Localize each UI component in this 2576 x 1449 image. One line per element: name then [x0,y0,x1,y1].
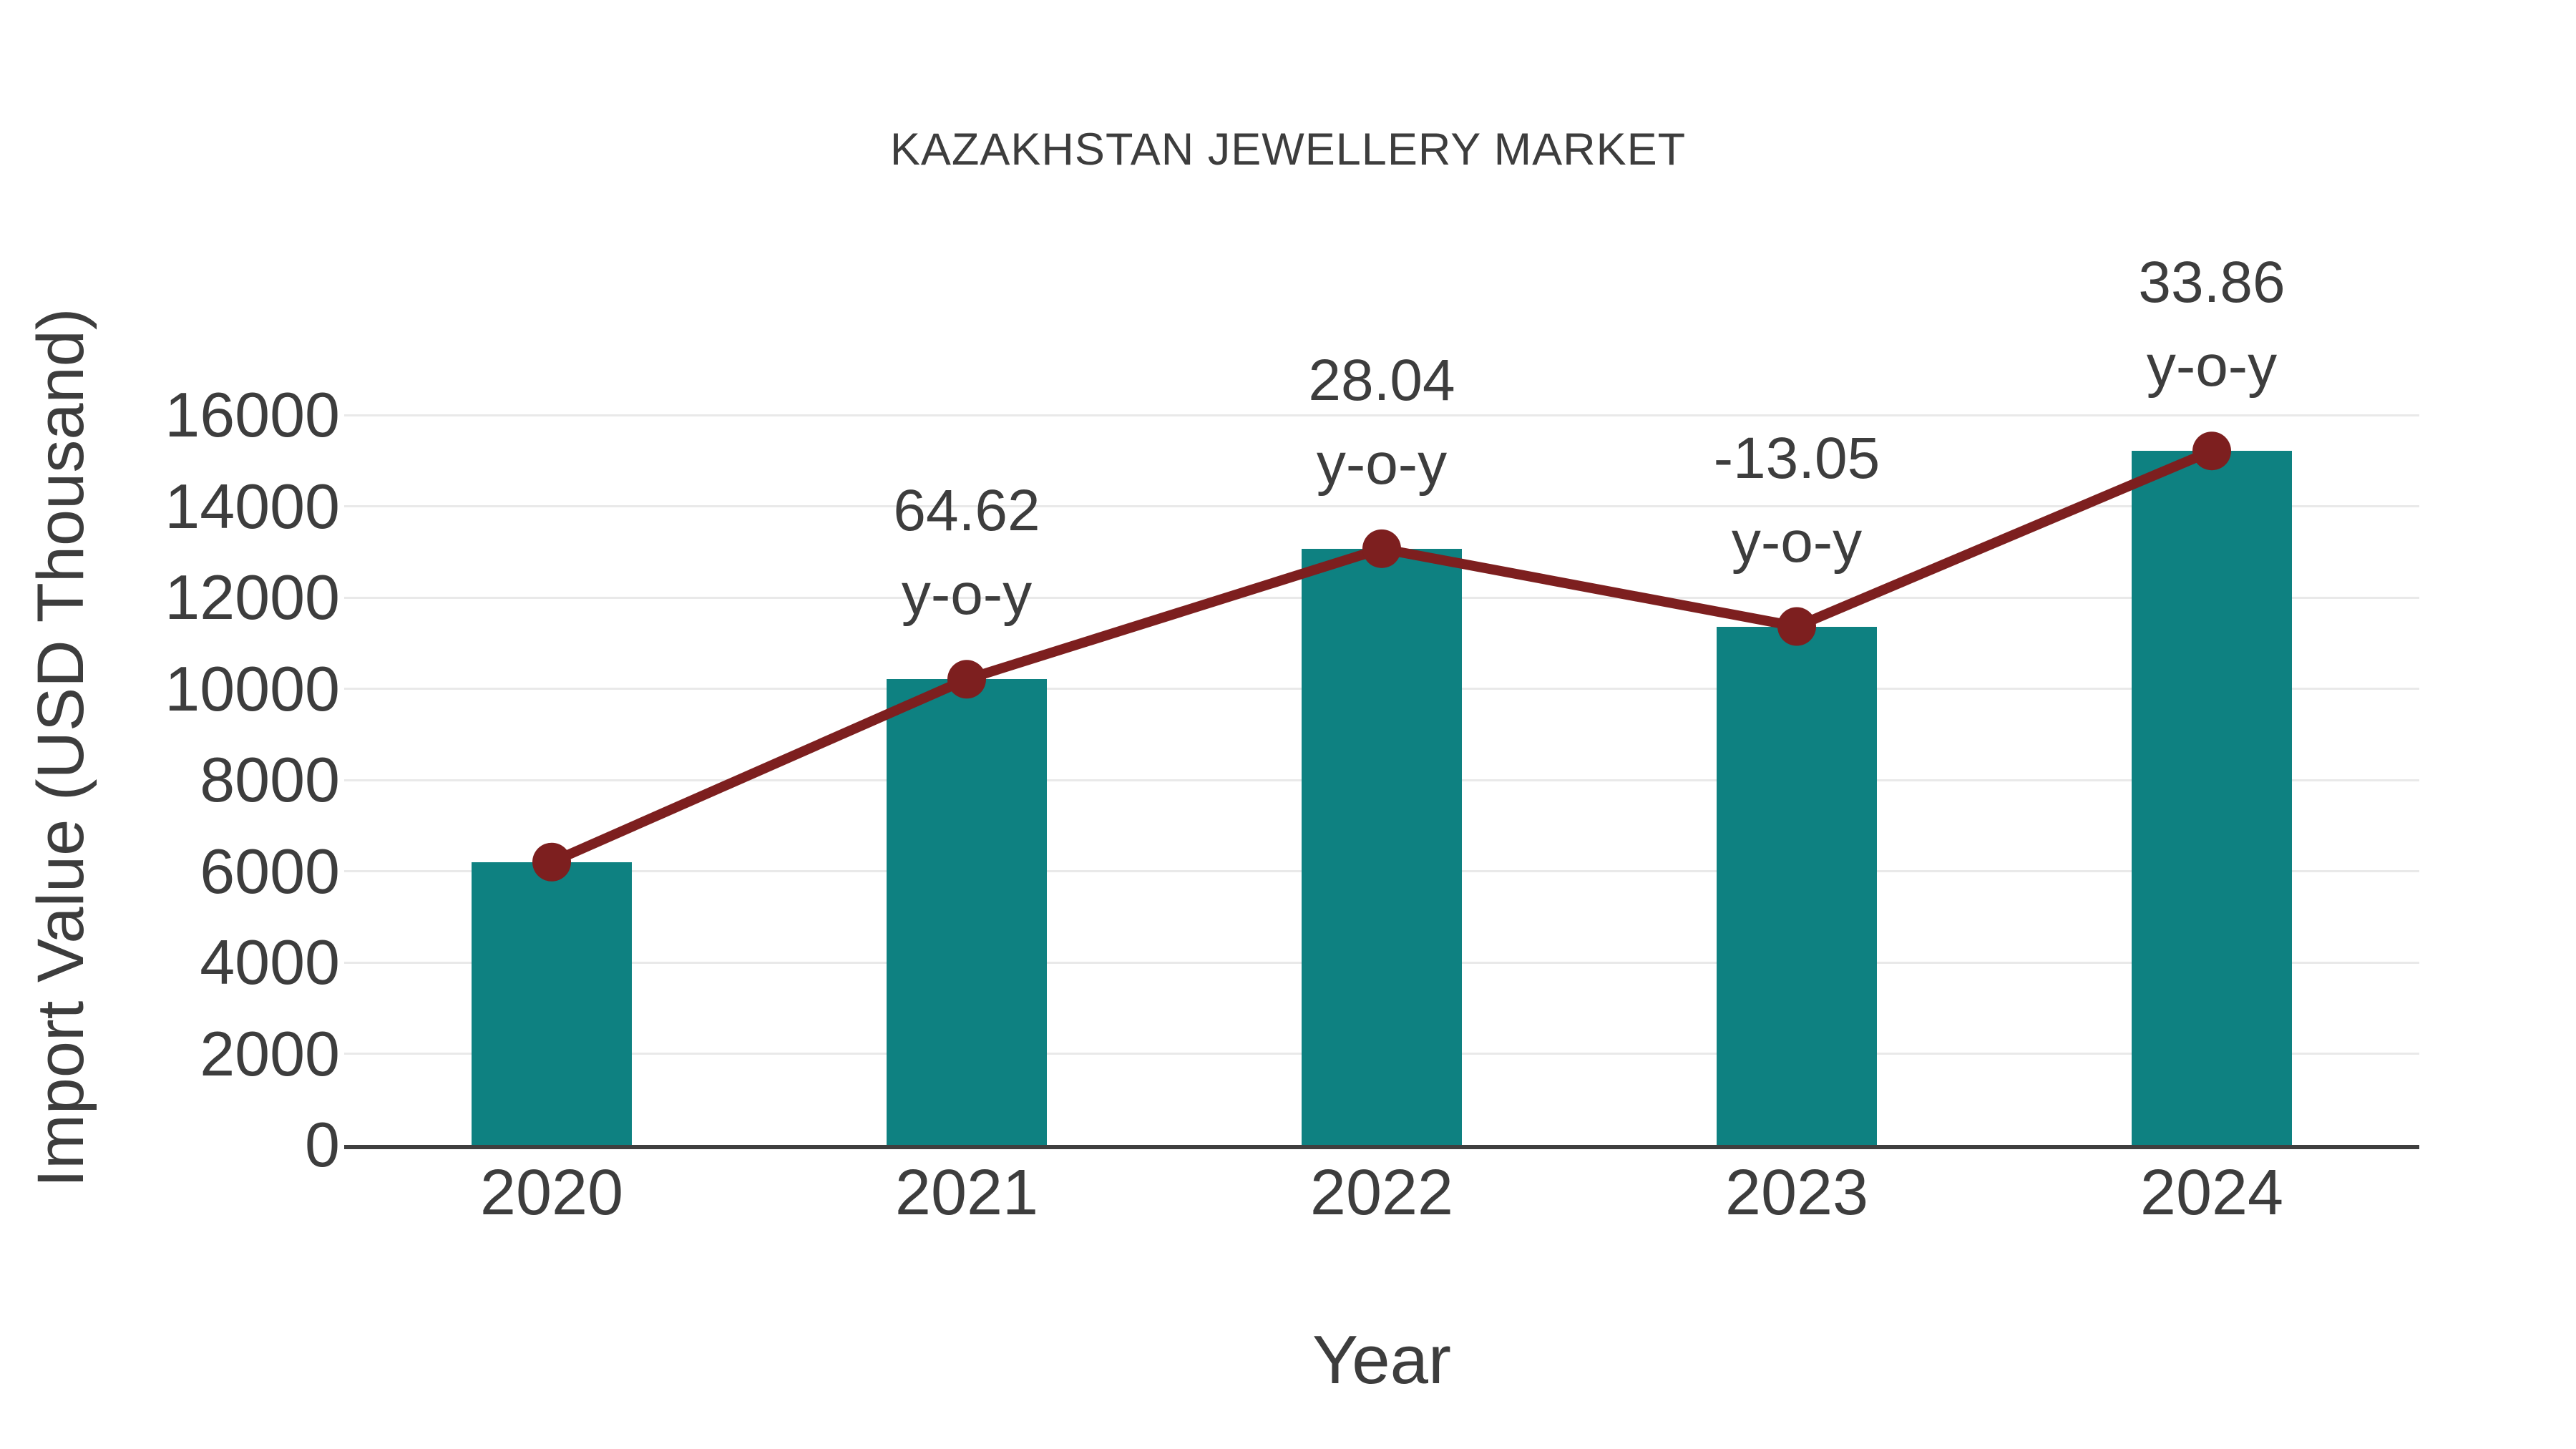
yoy-suffix-label-2024: y-o-y [2146,333,2278,399]
data-point-marker-2023 [1777,607,1816,646]
y-tick-label: 14000 [165,470,340,542]
bar-2022 [1302,548,1462,1145]
yoy-suffix-label-2023: y-o-y [1731,509,1863,575]
y-tick-label: 12000 [165,562,340,633]
data-point-marker-2024 [2192,431,2231,471]
x-tick-label-2020: 2020 [479,1157,624,1229]
y-tick-label: 16000 [165,379,340,450]
chart-title: KAZAKHSTAN JEWELLERY MARKET [889,125,1687,175]
yoy-value-label-2023: -13.05 [1713,425,1880,491]
x-tick-label-2024: 2024 [2140,1157,2284,1229]
y-tick-label: 8000 [200,744,340,815]
bar-2024 [2132,451,2292,1145]
plot-area: 64.62 y-o-y 28.04 y-o-y -13.05 y-o-y 33.86 y-o-… [344,215,2419,1149]
y-tick-label: 6000 [200,835,340,907]
trend-line [550,446,2214,867]
yoy-value-label-2024: 33.86 [2138,250,2285,316]
data-point-marker-2020 [532,842,571,882]
x-tick-label-2021: 2021 [894,1157,1039,1229]
x-tick-label-2022: 2022 [1309,1157,1454,1229]
bar-2023 [1717,626,1877,1145]
trend-line-layer [532,431,2231,882]
x-axis-title: Year [1312,1322,1451,1398]
x-tick-label-2023: 2023 [1724,1157,1869,1229]
yoy-value-label-2022: 28.04 [1308,347,1455,413]
y-tick-label: 2000 [200,1018,340,1089]
bar-2020 [472,862,632,1145]
data-point-marker-2021 [947,660,986,699]
bar-2021 [887,679,1047,1145]
gridline-y-16000 [344,414,2419,416]
y-tick-label: 0 [305,1109,340,1180]
yoy-value-label-2021: 64.62 [893,478,1040,544]
yoy-suffix-label-2022: y-o-y [1316,431,1448,497]
y-tick-label: 10000 [165,653,340,724]
gridline-y-14000 [344,505,2419,507]
y-tick-label: 4000 [200,927,340,997]
yoy-suffix-label-2021: y-o-y [901,562,1033,628]
data-point-marker-2022 [1362,529,1401,568]
